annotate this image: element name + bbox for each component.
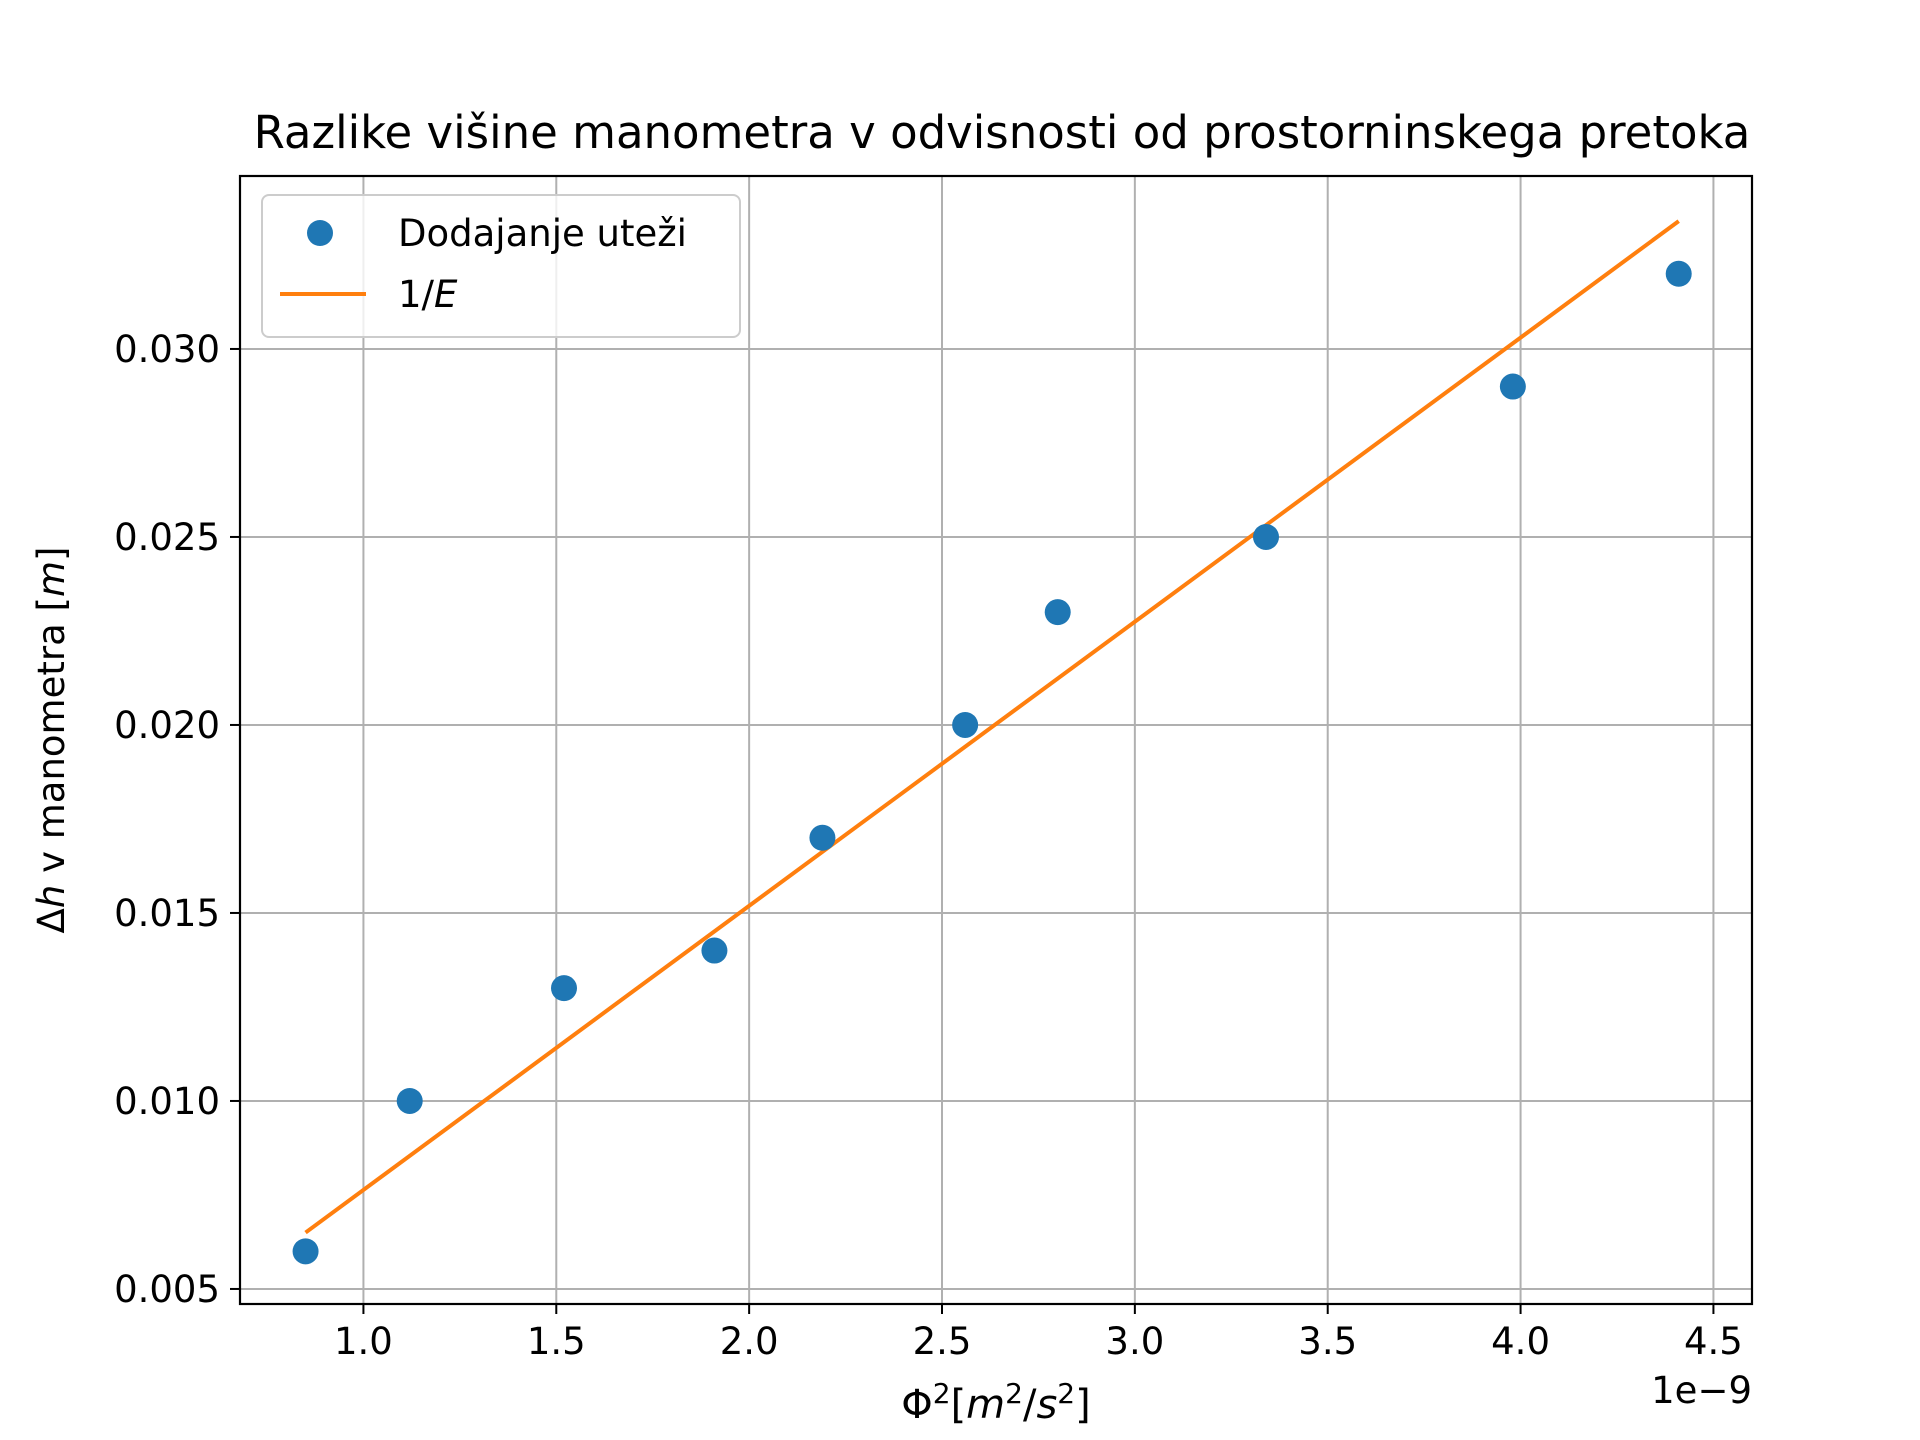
x-tick-label: 2.5 bbox=[913, 1320, 972, 1363]
series-layer bbox=[292, 219, 1692, 1265]
data-point bbox=[1499, 373, 1526, 400]
data-point bbox=[292, 1238, 319, 1265]
data-point bbox=[551, 975, 577, 1002]
fit-line bbox=[304, 219, 1680, 1235]
y-tick-label: 0.020 bbox=[114, 704, 220, 747]
y-tick-label: 0.015 bbox=[114, 892, 220, 935]
x-offset-label: 1e−9 bbox=[1651, 1369, 1752, 1412]
legend-label-dodajanje: Dodajanje uteži bbox=[398, 212, 687, 255]
y-tick-label: 0.010 bbox=[114, 1080, 220, 1123]
data-point bbox=[701, 937, 728, 964]
y-tick-label: 0.030 bbox=[114, 328, 220, 371]
x-tick-label: 1.5 bbox=[527, 1320, 586, 1363]
legend-box bbox=[261, 194, 741, 338]
legend: Dodajanje uteži 1/E bbox=[261, 194, 741, 338]
data-point bbox=[1665, 260, 1692, 287]
chart-title: Razlike višine manometra v odvisnosti od… bbox=[254, 106, 1751, 159]
data-point bbox=[809, 824, 836, 851]
legend-label-fit: 1/E bbox=[398, 273, 458, 316]
x-axis-label: Φ2[m2/s2] bbox=[901, 1377, 1090, 1428]
x-tick-label: 4.0 bbox=[1491, 1320, 1550, 1363]
grid bbox=[240, 176, 1752, 1304]
y-tick-label: 0.005 bbox=[114, 1268, 220, 1311]
x-tick-label: 2.0 bbox=[720, 1320, 779, 1363]
data-point bbox=[1253, 523, 1279, 550]
data-point bbox=[396, 1087, 423, 1114]
legend-marker-dodajanje bbox=[307, 220, 333, 246]
y-tick-label: 0.025 bbox=[114, 516, 220, 559]
data-point bbox=[952, 711, 979, 738]
x-axis: 1.0 1.5 2.0 2.5 3.0 3.5 4.0 4.5 bbox=[334, 1304, 1743, 1363]
data-point bbox=[1044, 599, 1071, 626]
y-axis: 0.005 0.010 0.015 0.020 0.025 0.030 bbox=[114, 328, 240, 1311]
x-tick-label: 1.0 bbox=[334, 1320, 393, 1363]
x-tick-label: 3.5 bbox=[1298, 1320, 1357, 1363]
y-axis-label: Δh v manometra [m] bbox=[30, 547, 73, 934]
plot-frame bbox=[238, 174, 1754, 1306]
x-tick-label: 3.0 bbox=[1105, 1320, 1164, 1363]
x-tick-label: 4.5 bbox=[1684, 1320, 1743, 1363]
